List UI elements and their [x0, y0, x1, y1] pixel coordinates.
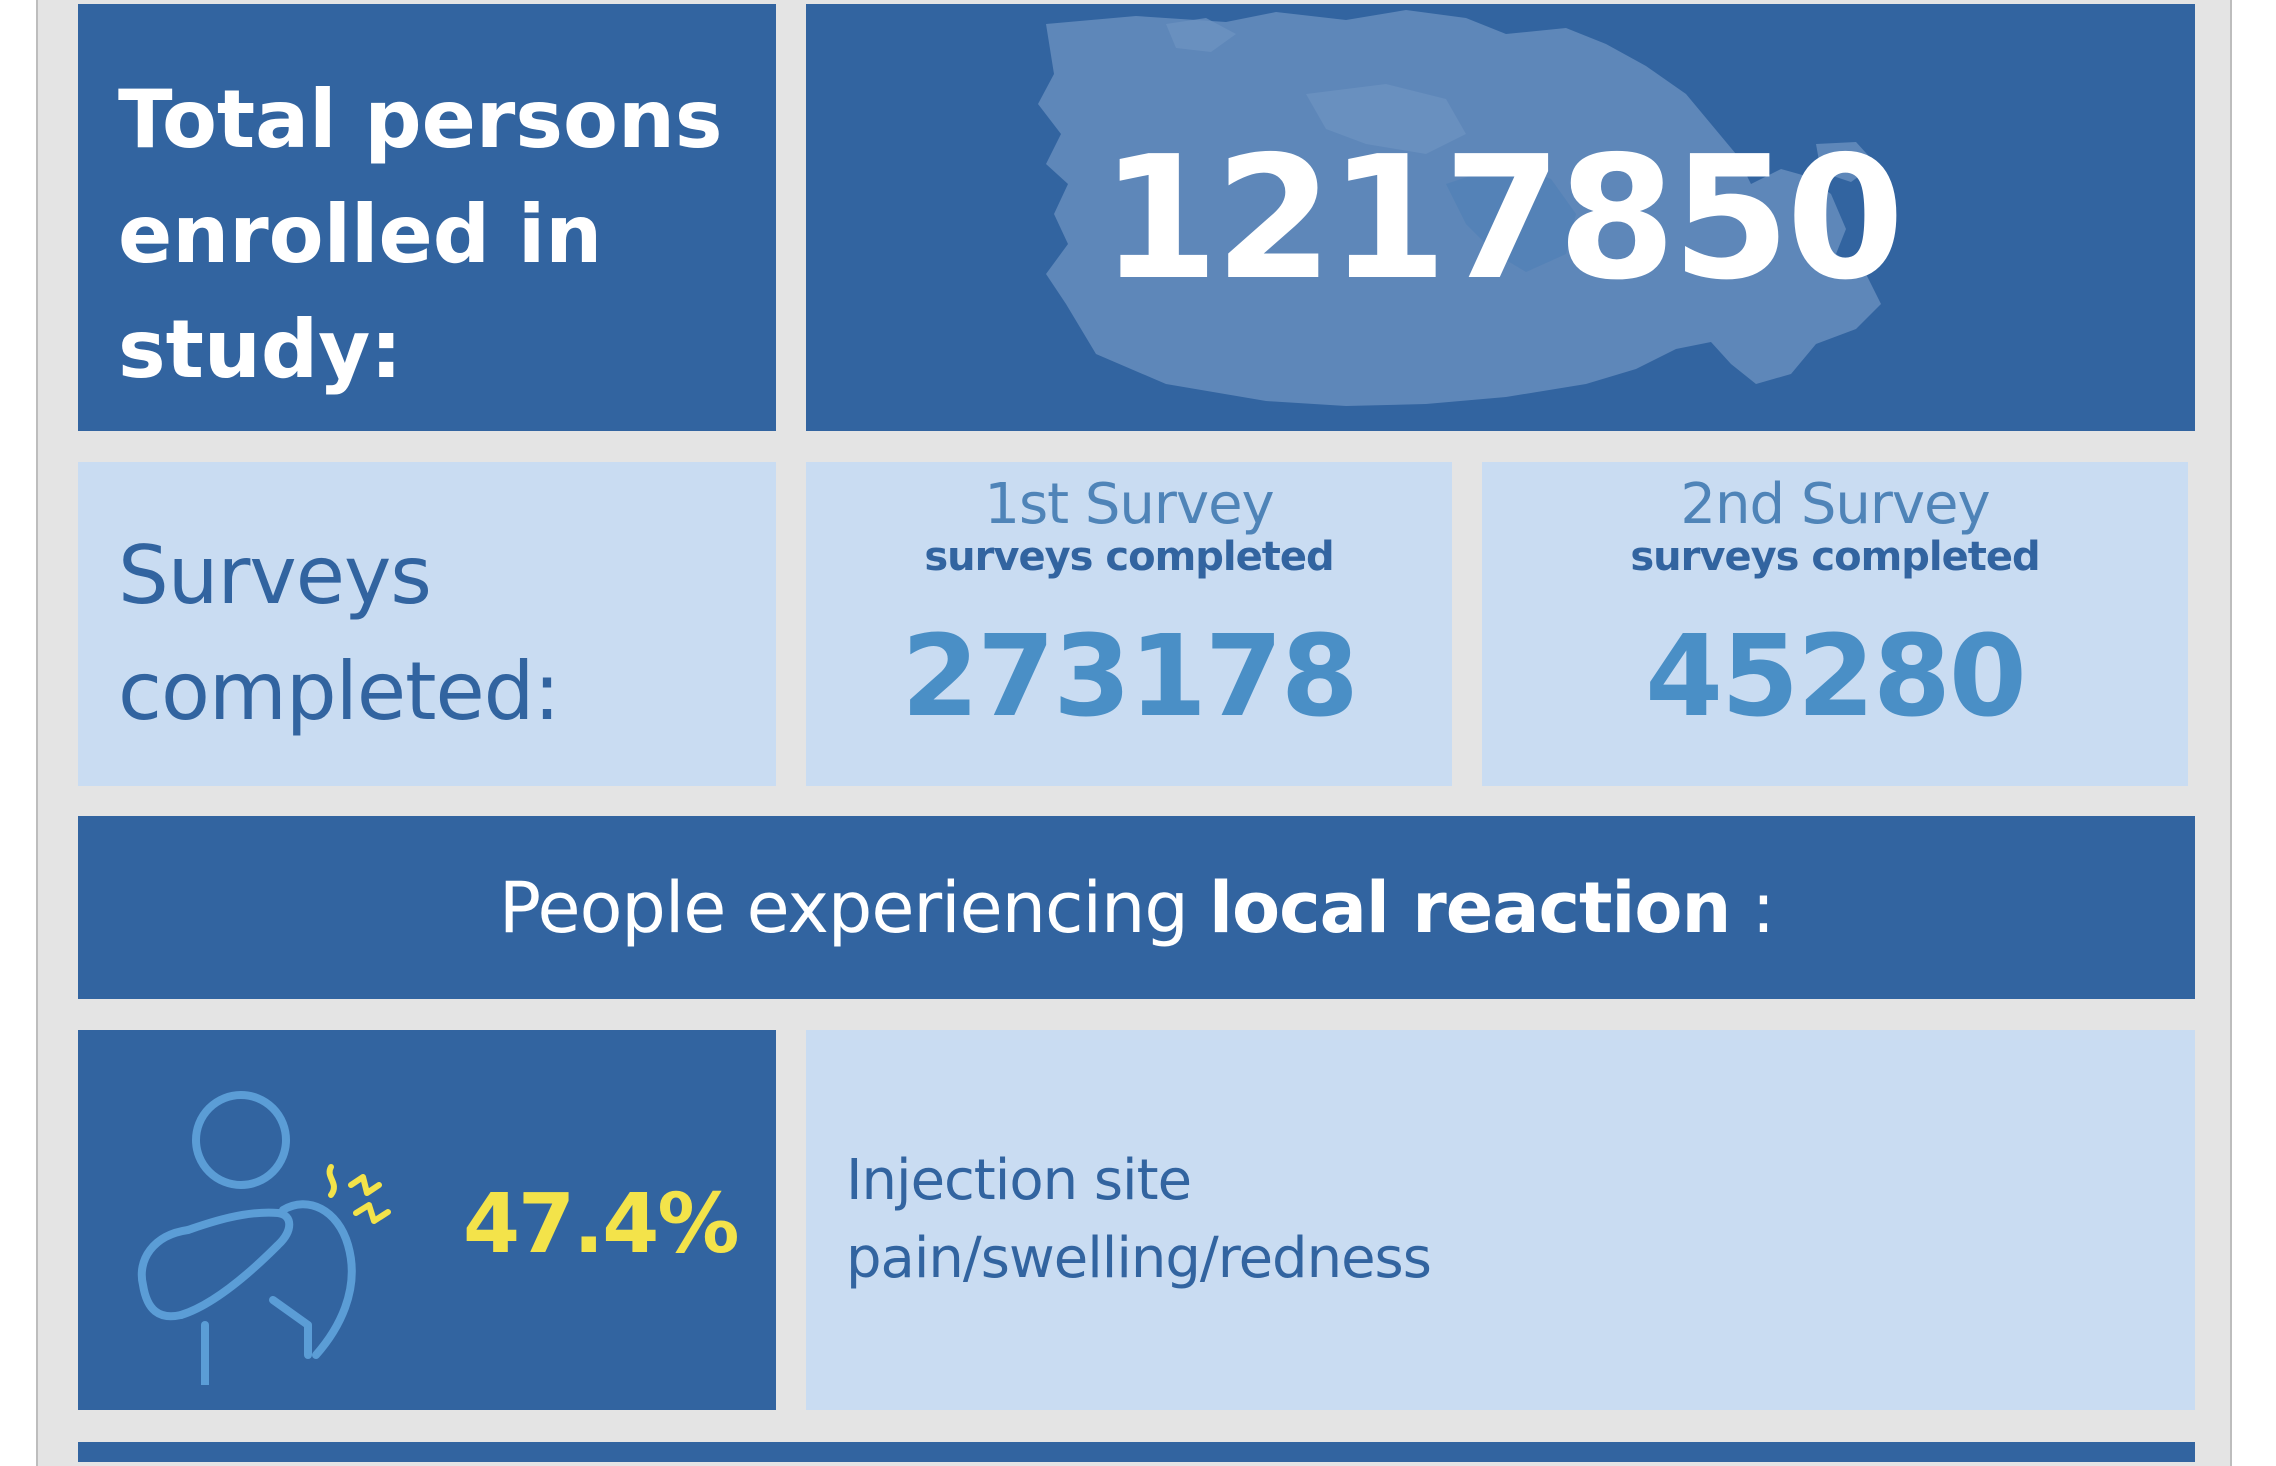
enrolled-count-tile: 1217850 [806, 4, 2195, 431]
survey-subtitle: surveys completed [1630, 534, 2040, 580]
heading-suffix: : [1730, 867, 1776, 949]
survey-name: 1st Survey [984, 472, 1274, 537]
survey-card-1: 1st Survey surveys completed 273178 [806, 462, 1452, 786]
heading-emphasis: local reaction [1209, 867, 1731, 949]
local-reaction-heading: People experiencing local reaction : [78, 868, 2195, 948]
enrolled-label: Total persons enrolled in study: [118, 73, 723, 396]
reaction-description-tile: Injection site pain/swelling/redness [806, 1030, 2195, 1410]
local-reaction-banner: People experiencing local reaction : [78, 816, 2195, 999]
reaction-description: Injection site pain/swelling/redness [846, 1142, 2046, 1298]
next-section-banner [78, 1442, 2195, 1462]
survey-count: 45280 [1645, 612, 2027, 742]
surveys-label: Surveys completed: [118, 529, 560, 738]
reaction-description-line: Injection site [846, 1148, 1192, 1213]
reaction-description-line: pain/swelling/redness [846, 1226, 1432, 1291]
surveys-label-tile: Surveys completed: [78, 462, 776, 786]
enrolled-label-tile: Total persons enrolled in study: [78, 4, 776, 431]
survey-subtitle: surveys completed [924, 534, 1334, 580]
heading-prefix: People experiencing [498, 867, 1210, 949]
survey-name: 2nd Survey [1680, 472, 1990, 537]
shoulder-pain-icon [137, 1091, 391, 1385]
survey-card-2: 2nd Survey surveys completed 45280 [1482, 462, 2188, 786]
enrolled-count: 1217850 [1100, 120, 1904, 318]
reaction-percent: 47.4% [463, 1177, 739, 1272]
survey-count: 273178 [901, 612, 1359, 742]
reaction-stat-tile: 47.4% [78, 1030, 776, 1410]
canada-map-icon [1038, 10, 1881, 406]
